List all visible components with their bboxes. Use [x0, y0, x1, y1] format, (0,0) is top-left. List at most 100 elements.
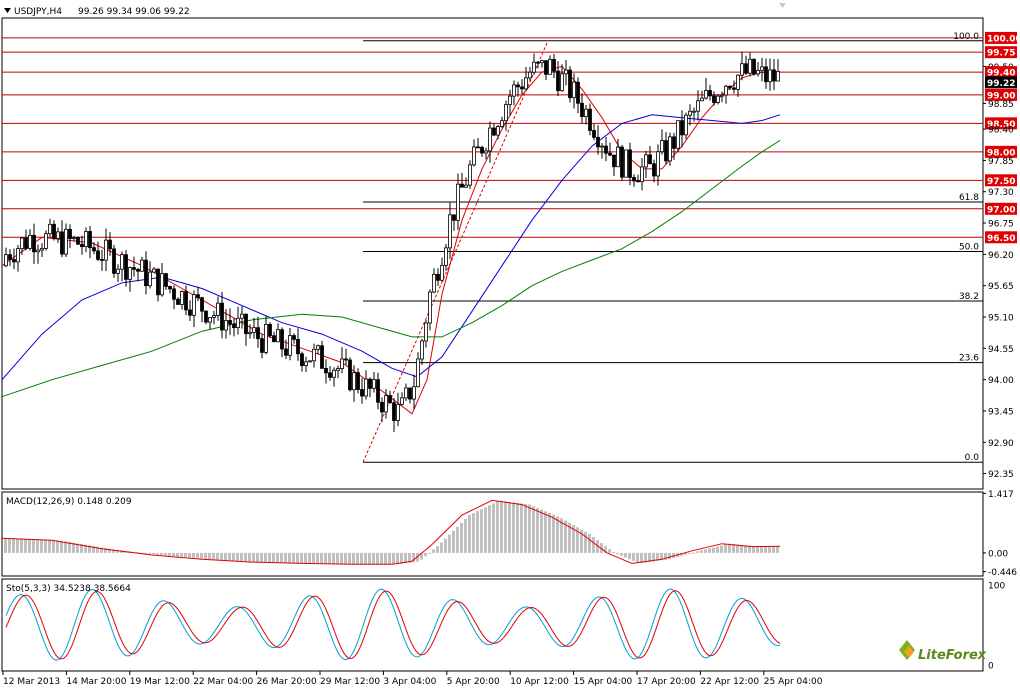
candle-body: [352, 372, 356, 391]
candle-body: [620, 146, 624, 178]
macd-histogram-bar: [488, 505, 491, 553]
macd-histogram-bar: [636, 552, 639, 563]
macd-histogram-bar: [408, 552, 411, 563]
fib-level-label: 100.0: [953, 32, 979, 42]
macd-histogram-bar: [236, 552, 239, 561]
candle-body: [332, 369, 336, 378]
macd-histogram-bar: [4, 538, 7, 553]
level-price-box: [985, 145, 1017, 158]
symbol-header: USDJPY,H4: [14, 7, 62, 17]
candle-body: [424, 322, 428, 342]
macd-histogram-bar: [316, 552, 319, 564]
macd-series: [1, 499, 781, 565]
candle-body: [644, 154, 648, 168]
time-tick-label: 14 Mar 20:00: [66, 677, 126, 687]
candle-body: [260, 338, 264, 353]
macd-histogram-bar: [312, 552, 315, 564]
level-price-box: [985, 174, 1017, 187]
macd-histogram-bar: [548, 513, 551, 553]
price-tick-label: 92.35: [988, 470, 1014, 480]
candle-body: [576, 81, 580, 104]
ma-slow-line: [1, 139, 781, 398]
macd-histogram-bar: [148, 552, 151, 554]
candle-body: [632, 177, 636, 182]
candle-body: [4, 254, 8, 267]
macd-histogram-bar: [364, 552, 367, 565]
macd-tick-label: 0.00: [988, 549, 1008, 559]
time-tick-label: 12 Mar 2013: [3, 677, 60, 687]
macd-histogram-bar: [552, 514, 555, 553]
candle-body: [44, 233, 48, 249]
candle-body: [572, 81, 576, 99]
time-tick-label: 17 Apr 20:00: [637, 677, 696, 687]
macd-histogram-bar: [324, 552, 327, 564]
candle-body: [652, 163, 656, 177]
candle-body: [180, 291, 184, 305]
candle-body: [648, 154, 652, 165]
macd-histogram-bar: [168, 552, 171, 556]
macd-histogram-bar: [472, 513, 475, 553]
candle-body: [520, 86, 524, 90]
macd-histogram-bar: [700, 550, 703, 553]
candle-body: [776, 70, 780, 82]
macd-histogram-bar: [756, 546, 759, 553]
macd-histogram-bar: [560, 518, 563, 553]
macd-histogram-bar: [496, 501, 499, 553]
candle-body: [312, 348, 316, 362]
candle-body: [148, 271, 152, 287]
candle-body: [164, 273, 168, 287]
level-price-box: [985, 31, 1017, 44]
macd-histogram-bar: [344, 552, 347, 565]
candle-body: [88, 231, 92, 249]
candle-body: [384, 395, 388, 413]
macd-histogram-bar: [480, 509, 483, 553]
macd-histogram-bar: [544, 511, 547, 553]
candle-body: [736, 74, 740, 90]
stochastic-tick-label: 0: [988, 662, 994, 672]
candle-body: [64, 228, 68, 255]
candle-body: [488, 127, 492, 152]
macd-histogram-bar: [332, 552, 335, 564]
macd-histogram-bar: [516, 502, 519, 553]
candle-body: [688, 110, 692, 116]
price-tick-label: 97.30: [988, 188, 1014, 198]
fib-level-label: 0.0: [965, 453, 980, 463]
candle-body: [408, 387, 412, 400]
macd-histogram-bar: [440, 542, 443, 553]
macd-histogram-bar: [768, 546, 771, 553]
macd-histogram-bar: [320, 552, 323, 564]
candle-body: [596, 136, 600, 148]
horizontal-levels: [2, 37, 983, 238]
macd-histogram-bar: [460, 522, 463, 553]
candle-body: [364, 378, 368, 397]
macd-axis: 1.417 0.00 -0.446: [983, 490, 1017, 578]
liteforex-logo-text: LiteForex: [918, 648, 987, 663]
candle-body: [108, 239, 112, 250]
candle-body: [400, 397, 404, 405]
candle-body: [440, 264, 444, 281]
candle-body: [328, 372, 332, 378]
macd-title: MACD(12,26,9) 0.148 0.209: [6, 497, 132, 507]
candle-body: [72, 237, 76, 239]
macd-histogram-bar: [252, 552, 255, 562]
candle-body: [568, 69, 572, 99]
collapse-triangle-icon[interactable]: [4, 8, 11, 13]
macd-histogram-bar: [8, 538, 11, 553]
macd-histogram-bar: [588, 534, 591, 553]
macd-histogram-bar: [512, 502, 515, 553]
macd-histogram-bar: [244, 552, 247, 562]
candle-body: [544, 60, 548, 75]
candle-body: [40, 247, 44, 251]
macd-histogram-bar: [392, 552, 395, 565]
candle-body: [472, 146, 476, 166]
candle-body: [92, 247, 96, 252]
candle-body: [96, 250, 100, 260]
macd-histogram-bar: [64, 541, 67, 553]
candle-body: [592, 130, 596, 138]
candle-body: [468, 164, 472, 186]
macd-histogram-bar: [596, 540, 599, 553]
macd-histogram-bar: [508, 501, 511, 553]
price-tick-label: 98.40: [988, 126, 1014, 136]
macd-histogram-bar: [88, 545, 91, 553]
candle-body: [676, 120, 680, 149]
